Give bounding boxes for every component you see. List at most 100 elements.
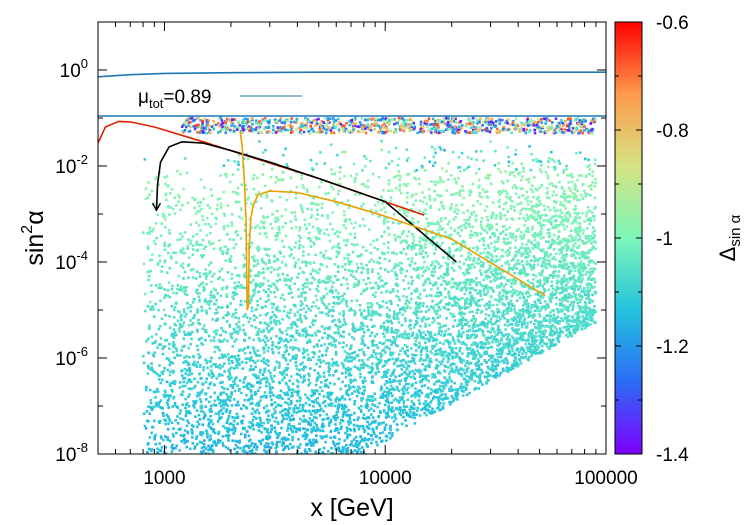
scatter-point [299, 363, 302, 366]
scatter-point [586, 291, 590, 295]
scatter-point [242, 253, 245, 257]
scatter-point [397, 222, 400, 225]
scatter-point [414, 339, 418, 343]
scatter-point [147, 181, 150, 184]
scatter-point [142, 231, 145, 234]
scatter-point [163, 244, 166, 247]
scatter-point [174, 347, 178, 350]
scatter-point [438, 266, 441, 269]
scatter-point [252, 279, 255, 282]
scatter-point [591, 278, 595, 281]
scatter-point [417, 368, 421, 372]
scatter-point [184, 384, 187, 388]
scatter-point [352, 226, 356, 230]
scatter-point [501, 189, 505, 192]
scatter-point [366, 444, 369, 448]
scatter-point [303, 223, 307, 227]
scatter-point [269, 285, 273, 288]
scatter-point [508, 343, 512, 346]
scatter-point [176, 422, 180, 425]
scatter-point [222, 227, 226, 231]
scatter-point [294, 241, 298, 245]
scatter-point [257, 328, 261, 331]
scatter-point [202, 410, 205, 414]
scatter-point [293, 282, 296, 286]
scatter-point [443, 364, 446, 367]
scatter-point [487, 367, 490, 371]
scatter-point [469, 287, 472, 290]
scatter-point [283, 351, 287, 354]
scatter-point [286, 366, 289, 370]
scatter-point [347, 423, 351, 426]
scatter-point [223, 370, 226, 373]
scatter-point [209, 437, 212, 441]
scatter-point [311, 443, 315, 446]
scatter-point [558, 248, 561, 252]
scatter-point [214, 312, 217, 315]
scatter-point [230, 277, 234, 280]
scatter-point [343, 350, 347, 353]
scatter-point [303, 314, 307, 318]
scatter-point [571, 237, 574, 241]
scatter-point [584, 241, 587, 245]
scatter-point [286, 311, 290, 314]
scatter-point [313, 428, 317, 432]
scatter-point [298, 399, 302, 403]
scatter-point [510, 294, 514, 298]
scatter-point [312, 225, 315, 229]
scatter-point [369, 305, 373, 309]
scatter-point [200, 450, 203, 454]
scatter-point [286, 444, 289, 448]
scatter-point [418, 330, 422, 334]
scatter-point [247, 382, 250, 385]
scatter-point [345, 304, 349, 308]
scatter-point [286, 402, 289, 405]
scatter-point [473, 321, 476, 325]
scatter-point [357, 416, 360, 419]
scatter-point [401, 409, 405, 412]
scatter-point [316, 371, 320, 375]
scatter-point [216, 420, 220, 423]
scatter-point [448, 282, 451, 285]
scatter-point [353, 418, 356, 422]
scatter-point [412, 203, 415, 206]
scatter-point [466, 156, 470, 159]
scatter-point [238, 328, 242, 331]
scatter-point [497, 307, 500, 311]
scatter-point [218, 356, 221, 360]
scatter-point [477, 262, 480, 265]
scatter-point [490, 225, 494, 228]
scatter-point [351, 351, 354, 355]
scatter-point [360, 399, 363, 402]
scatter-point [189, 342, 192, 346]
scatter-point [166, 357, 170, 360]
scatter-point [355, 440, 359, 443]
scatter-point [335, 255, 339, 259]
scatter-point [455, 182, 458, 185]
scatter-point [428, 281, 432, 285]
scatter-point [529, 264, 532, 267]
scatter-point [246, 316, 249, 319]
scatter-point [153, 419, 156, 423]
scatter-point [558, 162, 562, 165]
scatter-point [341, 372, 344, 375]
scatter-point [510, 335, 514, 338]
scatter-point [287, 397, 290, 401]
scatter-point [216, 438, 220, 442]
scatter-point [413, 311, 417, 314]
scatter-point [341, 419, 345, 423]
scatter-point [488, 341, 491, 344]
scatter-point [270, 377, 274, 380]
scatter-point [190, 380, 193, 384]
scatter-point [506, 237, 509, 241]
scatter-point [449, 364, 452, 367]
scatter-point [179, 288, 182, 292]
scatter-point [478, 194, 481, 198]
scatter-point [358, 308, 362, 312]
scatter-point [349, 374, 353, 377]
scatter-point [469, 300, 473, 304]
scatter-point [531, 159, 535, 162]
scatter-point [353, 365, 356, 368]
scatter-point [267, 284, 271, 288]
scatter-point [588, 163, 591, 167]
